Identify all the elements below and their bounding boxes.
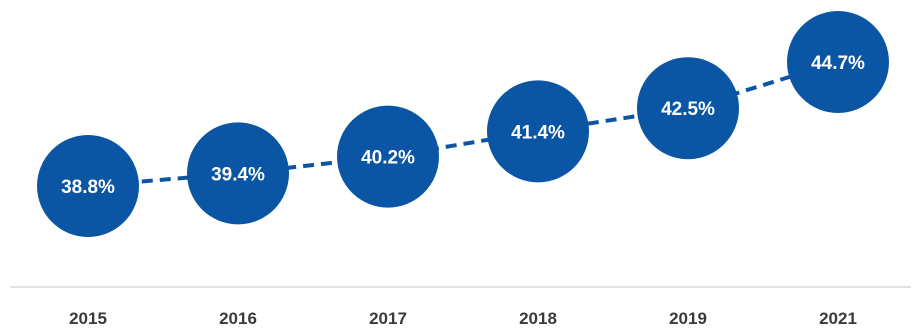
data-point-2016: 39.4% (187, 122, 289, 225)
data-label: 42.5% (661, 99, 715, 120)
data-label: 41.4% (511, 122, 565, 143)
point-marker (787, 11, 889, 113)
data-label: 38.8% (61, 177, 115, 198)
data-point-2018: 41.4% (487, 80, 589, 183)
x-tick-label: 2021 (819, 309, 857, 328)
x-tick-label: 2016 (219, 309, 257, 328)
data-point-2015: 38.8% (37, 135, 139, 237)
x-tick-label: 2015 (69, 309, 107, 328)
x-tick-label: 2018 (519, 309, 557, 328)
point-marker (487, 80, 589, 183)
data-point-2019: 42.5% (637, 57, 739, 160)
x-tick-label: 2019 (669, 309, 707, 328)
data-point-2017: 40.2% (337, 105, 439, 208)
point-marker (637, 57, 739, 160)
x-tick-label: 2017 (369, 309, 407, 328)
data-label: 39.4% (211, 164, 265, 185)
point-marker (337, 105, 439, 208)
point-marker (187, 122, 289, 225)
data-point-2021: 44.7% (787, 11, 889, 113)
data-label: 40.2% (361, 148, 415, 169)
point-marker (37, 135, 139, 237)
data-label: 44.7% (811, 53, 865, 74)
